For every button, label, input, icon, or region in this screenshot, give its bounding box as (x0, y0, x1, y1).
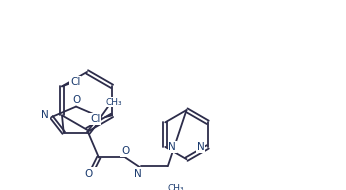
Text: Cl: Cl (70, 77, 80, 87)
Text: N: N (197, 142, 204, 152)
Text: Cl: Cl (90, 114, 101, 124)
Text: N: N (169, 142, 176, 152)
Text: O: O (72, 95, 80, 105)
Text: O: O (84, 169, 92, 179)
Text: N: N (42, 110, 49, 120)
Text: CH₃: CH₃ (106, 98, 122, 107)
Text: N: N (134, 169, 142, 179)
Text: O: O (121, 146, 129, 156)
Text: CH₃: CH₃ (168, 184, 184, 190)
